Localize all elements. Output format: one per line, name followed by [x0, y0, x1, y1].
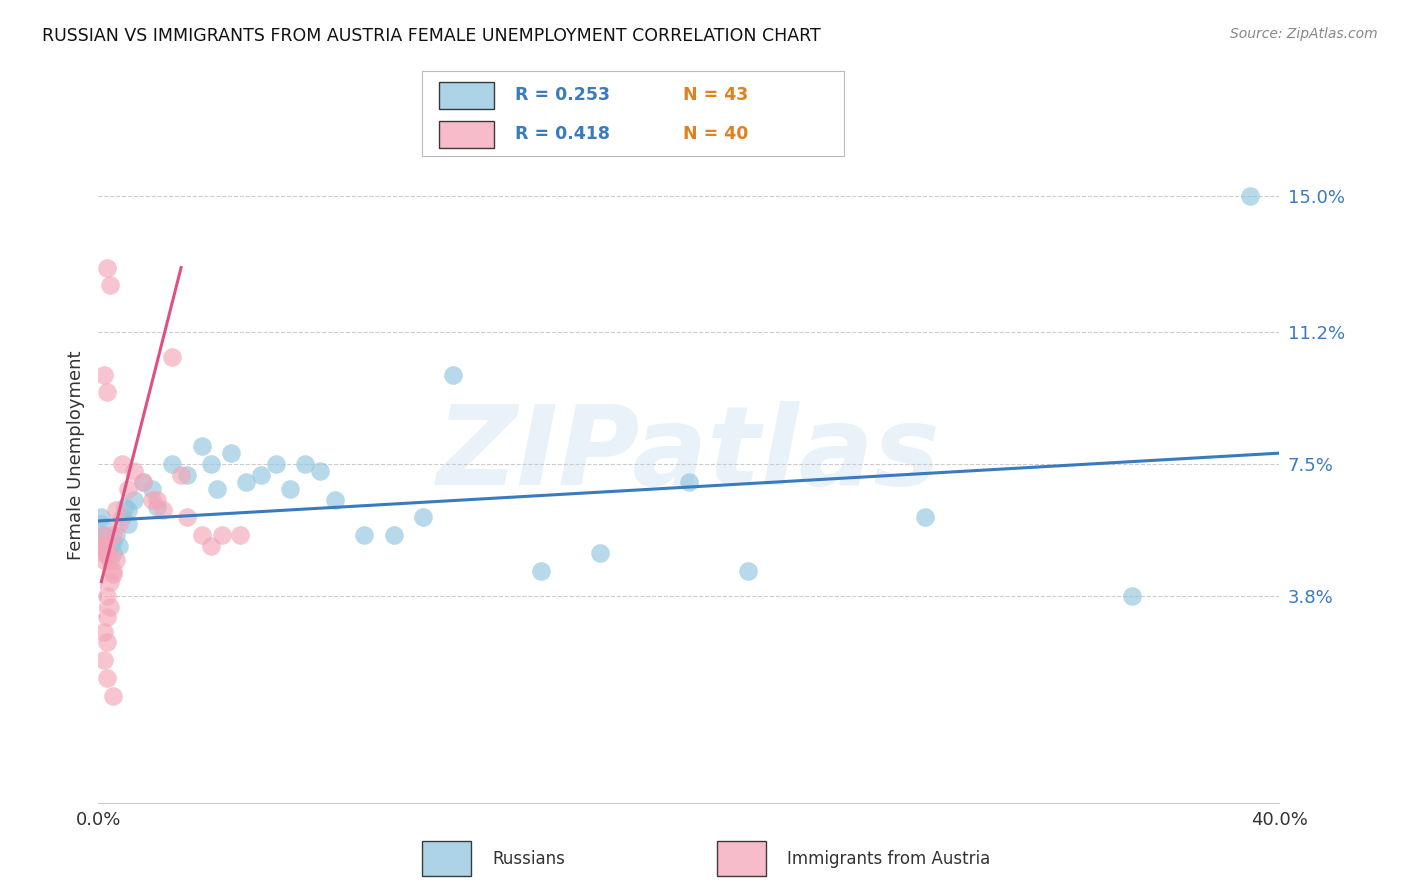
- Point: [98, 553, 121, 567]
- Point: [191, 528, 214, 542]
- Point: [170, 467, 193, 482]
- Point: [211, 528, 233, 542]
- Point: [132, 475, 155, 489]
- Point: [98, 539, 121, 553]
- Point: [589, 546, 612, 560]
- FancyBboxPatch shape: [422, 841, 471, 876]
- Point: [264, 457, 287, 471]
- Point: [96, 539, 118, 553]
- Point: [96, 260, 118, 275]
- Point: [114, 500, 136, 514]
- Point: [250, 467, 273, 482]
- Point: [98, 599, 121, 614]
- Point: [103, 567, 125, 582]
- Point: [103, 528, 125, 542]
- Point: [309, 464, 332, 478]
- Point: [96, 635, 118, 649]
- Point: [323, 492, 346, 507]
- Point: [205, 482, 228, 496]
- Point: [200, 457, 222, 471]
- Point: [162, 350, 183, 364]
- Point: [111, 510, 134, 524]
- Point: [93, 368, 115, 382]
- Text: Immigrants from Austria: Immigrants from Austria: [787, 849, 991, 868]
- Point: [141, 482, 163, 496]
- Point: [146, 500, 169, 514]
- Point: [90, 517, 112, 532]
- Point: [176, 467, 198, 482]
- Point: [108, 539, 131, 553]
- Point: [96, 385, 118, 400]
- Text: Source: ZipAtlas.com: Source: ZipAtlas.com: [1230, 27, 1378, 41]
- Text: R = 0.253: R = 0.253: [515, 87, 610, 104]
- Point: [412, 510, 434, 524]
- Point: [93, 653, 115, 667]
- Point: [93, 624, 115, 639]
- Point: [93, 553, 115, 567]
- Point: [1239, 189, 1261, 203]
- Point: [353, 528, 375, 542]
- Point: [98, 278, 121, 293]
- Point: [93, 528, 115, 542]
- Point: [96, 671, 118, 685]
- Point: [96, 539, 118, 553]
- Point: [96, 610, 118, 624]
- Point: [111, 457, 134, 471]
- Point: [103, 564, 125, 578]
- Text: Russians: Russians: [492, 849, 565, 868]
- Text: ZIPatlas: ZIPatlas: [437, 401, 941, 508]
- Text: N = 40: N = 40: [683, 125, 748, 143]
- Point: [117, 517, 139, 532]
- Point: [90, 539, 112, 553]
- Point: [441, 368, 464, 382]
- Point: [96, 546, 118, 560]
- Point: [96, 589, 118, 603]
- Point: [141, 492, 163, 507]
- Point: [105, 503, 128, 517]
- Point: [98, 574, 121, 589]
- Point: [93, 535, 115, 549]
- Text: N = 43: N = 43: [683, 87, 748, 104]
- Y-axis label: Female Unemployment: Female Unemployment: [66, 351, 84, 559]
- Point: [103, 546, 125, 560]
- Point: [122, 464, 145, 478]
- Point: [219, 446, 242, 460]
- Point: [294, 457, 316, 471]
- Point: [914, 510, 936, 524]
- Point: [90, 510, 112, 524]
- Point: [122, 492, 145, 507]
- FancyBboxPatch shape: [439, 120, 494, 147]
- Point: [382, 528, 405, 542]
- Point: [93, 546, 115, 560]
- FancyBboxPatch shape: [439, 81, 494, 109]
- Point: [176, 510, 198, 524]
- Point: [235, 475, 257, 489]
- Point: [117, 503, 139, 517]
- FancyBboxPatch shape: [717, 841, 766, 876]
- Point: [278, 482, 302, 496]
- Point: [117, 482, 139, 496]
- Point: [96, 546, 118, 560]
- Point: [1121, 589, 1143, 603]
- Point: [146, 492, 169, 507]
- Point: [200, 539, 222, 553]
- Point: [530, 564, 553, 578]
- Point: [191, 439, 214, 453]
- Point: [105, 553, 128, 567]
- Text: RUSSIAN VS IMMIGRANTS FROM AUSTRIA FEMALE UNEMPLOYMENT CORRELATION CHART: RUSSIAN VS IMMIGRANTS FROM AUSTRIA FEMAL…: [42, 27, 821, 45]
- Point: [132, 475, 155, 489]
- Point: [103, 535, 125, 549]
- Point: [103, 689, 125, 703]
- Point: [229, 528, 252, 542]
- Point: [108, 517, 131, 532]
- Point: [737, 564, 759, 578]
- Point: [678, 475, 700, 489]
- Point: [152, 503, 174, 517]
- Point: [90, 528, 112, 542]
- Text: R = 0.418: R = 0.418: [515, 125, 610, 143]
- Point: [162, 457, 183, 471]
- Point: [105, 528, 128, 542]
